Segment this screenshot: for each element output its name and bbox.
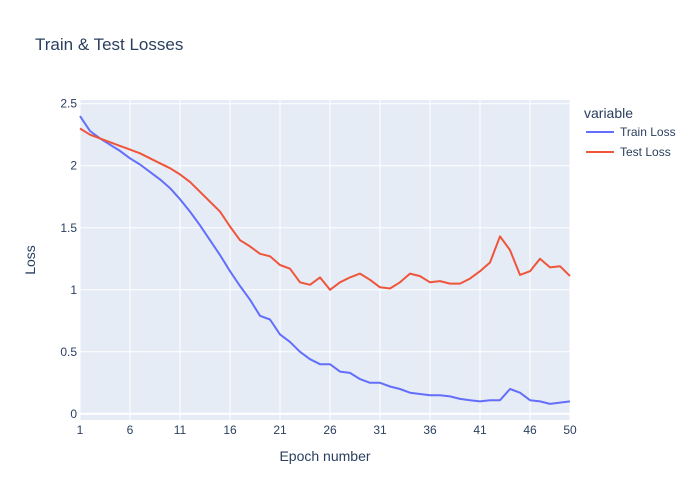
y-tick-label: 0.5 [60, 345, 77, 359]
y-tick-label: 1 [70, 283, 77, 297]
legend: variable Train Loss Test Loss [584, 105, 676, 159]
x-tick-label: 50 [563, 423, 577, 437]
x-tick-label: 46 [523, 423, 537, 437]
x-tick-label: 1 [77, 423, 84, 437]
legend-label-train-loss: Train Loss [620, 125, 676, 139]
y-tick-labels: 0 0.5 1 1.5 2 2.5 [60, 97, 77, 421]
x-tick-label: 41 [473, 423, 487, 437]
series-line-train-loss [79, 115, 571, 405]
y-tick-label: 2.5 [60, 97, 77, 111]
x-axis-title: Epoch number [279, 448, 370, 464]
x-tick-label: 16 [223, 423, 237, 437]
y-tick-label: 0 [70, 407, 77, 421]
series-lines [79, 115, 571, 405]
series-line-test-loss [79, 127, 571, 291]
legend-item-test-loss[interactable]: Test Loss [586, 145, 671, 159]
x-tick-label: 31 [373, 423, 387, 437]
legend-label-test-loss: Test Loss [620, 145, 671, 159]
y-tick-label: 1.5 [60, 221, 77, 235]
legend-title: variable [584, 105, 633, 121]
x-tick-label: 11 [174, 423, 187, 437]
x-tick-label: 6 [127, 423, 134, 437]
legend-item-train-loss[interactable]: Train Loss [586, 125, 676, 139]
grid-lines [79, 100, 571, 420]
x-tick-labels: 1 6 11 16 21 26 31 36 41 46 50 [77, 423, 577, 437]
x-tick-label: 36 [423, 423, 437, 437]
y-tick-label: 2 [70, 159, 77, 173]
plot-area [80, 100, 570, 420]
x-tick-label: 26 [323, 423, 337, 437]
y-axis-title: Loss [22, 245, 38, 275]
x-tick-label: 21 [273, 423, 287, 437]
chart-title: Train & Test Losses [35, 35, 183, 54]
